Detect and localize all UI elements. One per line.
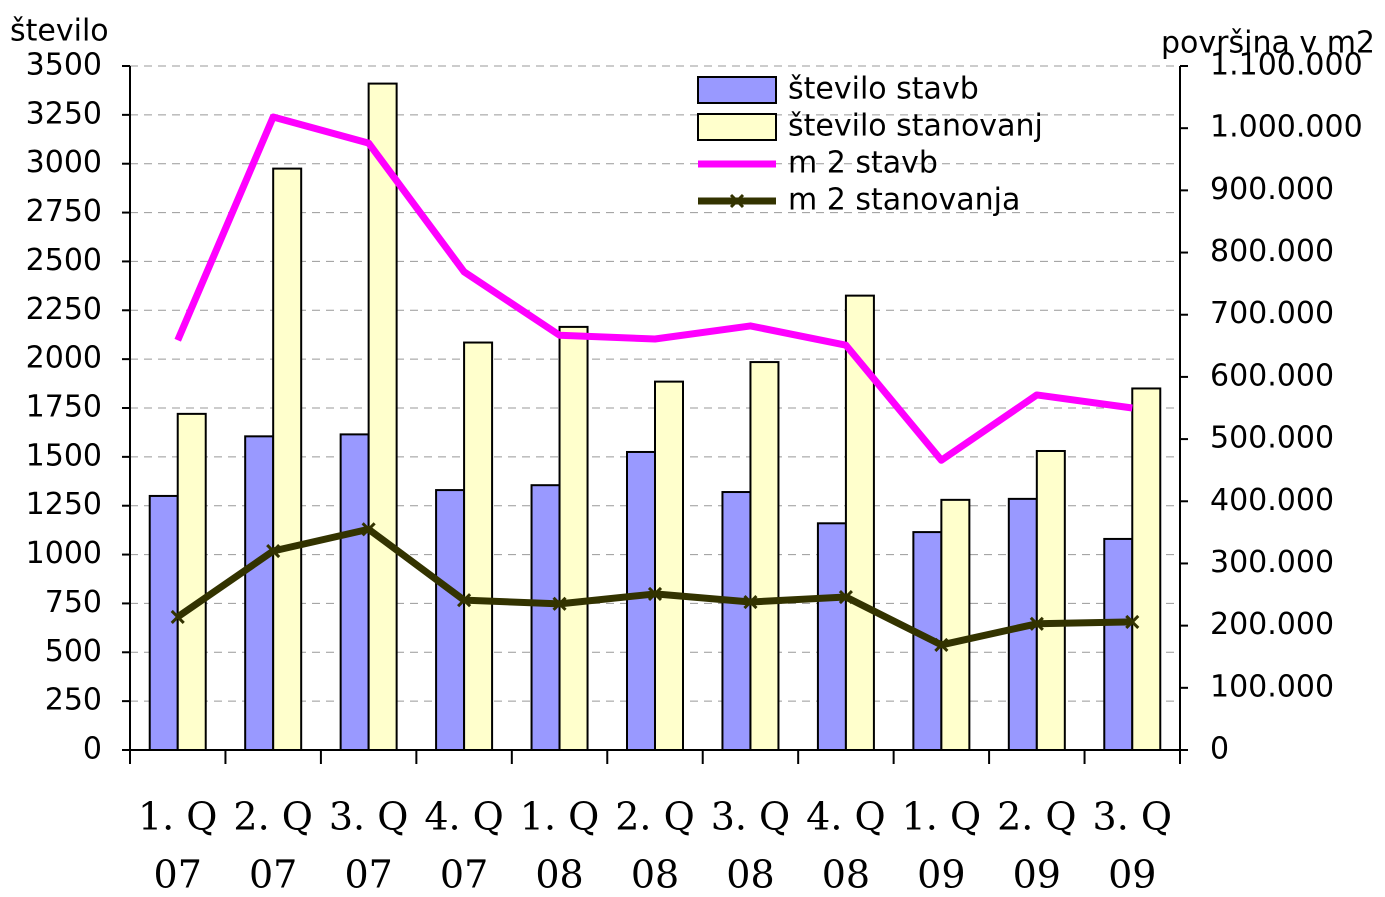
bar [244, 435, 275, 751]
legend-label: m 2 stanovanja [788, 183, 1020, 218]
legend-swatch [697, 76, 777, 104]
bar [272, 167, 303, 752]
x-tick-label: 07 [440, 853, 488, 897]
y-tick-label: 3500 [26, 48, 102, 83]
y-tick-label: 0 [83, 732, 102, 767]
legend-label: m 2 stavb [788, 146, 938, 181]
y-tick-label: 2000 [26, 341, 102, 376]
y2-tick-label: 500.000 [1210, 421, 1334, 456]
y-tick-label: 2500 [26, 243, 102, 278]
x-tick-label: 4. Q [806, 795, 886, 839]
marker [838, 589, 853, 605]
bar [435, 489, 466, 751]
y-tick-label: 3250 [26, 96, 102, 131]
x-tick-label: 3. Q [329, 795, 409, 839]
y2-tick-label: 400.000 [1210, 483, 1334, 518]
bar [530, 484, 561, 751]
y2-tick-label: 100.000 [1210, 669, 1334, 704]
y-tick-label: 2750 [26, 194, 102, 229]
bar [626, 450, 656, 751]
marker [743, 594, 758, 610]
x-tick-label: 07 [344, 853, 392, 897]
marker [1029, 616, 1044, 631]
y-tick-label: 750 [45, 585, 102, 620]
x-tick-label: 2. Q [615, 795, 695, 839]
x-tick-label: 4. Q [424, 795, 504, 839]
y-tick-label: 3000 [26, 145, 102, 180]
x-tick-label: 09 [1013, 853, 1061, 897]
marker [647, 586, 663, 601]
y2-tick-label: 0 [1210, 732, 1229, 767]
line-series [174, 113, 1133, 464]
x-tick-label: 08 [535, 853, 583, 897]
bar [1103, 537, 1134, 751]
x-tick-label: 09 [1108, 853, 1156, 897]
x-tick-label: 1. Q [138, 795, 218, 839]
x-tick-label: 07 [249, 853, 297, 897]
x-tick-label: 1. Q [902, 795, 982, 839]
y-tick-label: 2250 [26, 292, 102, 327]
y-tick-label: 1500 [26, 438, 102, 473]
y-tick-label: 1000 [26, 536, 102, 571]
x-tick-label: 1. Q [520, 795, 600, 839]
marker [266, 543, 281, 559]
y2-tick-label: 200.000 [1210, 607, 1334, 642]
marker [457, 593, 472, 608]
y2-tick-label: 300.000 [1210, 545, 1334, 580]
y2-tick-label: 1.100.000 [1210, 48, 1363, 83]
y-axis-title: število [10, 14, 109, 49]
bar [940, 498, 971, 752]
legend-label: število stanovanj [788, 109, 1043, 144]
x-tick-label: 07 [154, 853, 202, 897]
bar [558, 325, 589, 751]
bar [463, 341, 494, 751]
x-tick-label: 3. Q [1093, 795, 1173, 839]
y-tick-label: 250 [45, 683, 102, 718]
bar [1035, 449, 1066, 751]
bar [816, 522, 847, 751]
x-tick-label: 09 [917, 853, 965, 897]
y2-tick-label: 900.000 [1210, 172, 1334, 207]
bar [749, 361, 780, 751]
bar [367, 82, 398, 752]
marker [361, 522, 376, 537]
marker [170, 609, 185, 624]
x-tick-label: 08 [631, 853, 679, 897]
y-tick-label: 1250 [26, 487, 102, 522]
x-tick-label: 3. Q [711, 795, 791, 839]
x-tick-label: 08 [822, 853, 870, 897]
legend-swatch [697, 113, 777, 141]
y-tick-label: 1750 [26, 390, 102, 425]
bar [721, 491, 752, 751]
x-tick-label: 08 [726, 853, 774, 897]
x-tick-label: 2. Q [997, 795, 1077, 839]
y2-axis-title: površina v m2 [1161, 26, 1375, 61]
y2-tick-label: 600.000 [1210, 358, 1334, 393]
marker [934, 637, 949, 652]
bar [1131, 387, 1162, 751]
marker [552, 596, 567, 611]
x-tick-label: 2. Q [233, 795, 313, 839]
y2-tick-label: 800.000 [1210, 234, 1334, 269]
legend-label: število stavb [788, 72, 979, 107]
bar [176, 412, 207, 751]
marker [1125, 614, 1140, 629]
y2-tick-label: 1.000.000 [1210, 110, 1363, 145]
legend-marker [729, 193, 745, 209]
bar [339, 433, 370, 751]
bar [654, 380, 684, 751]
y2-tick-label: 700.000 [1210, 296, 1334, 331]
y-tick-label: 500 [45, 634, 102, 669]
